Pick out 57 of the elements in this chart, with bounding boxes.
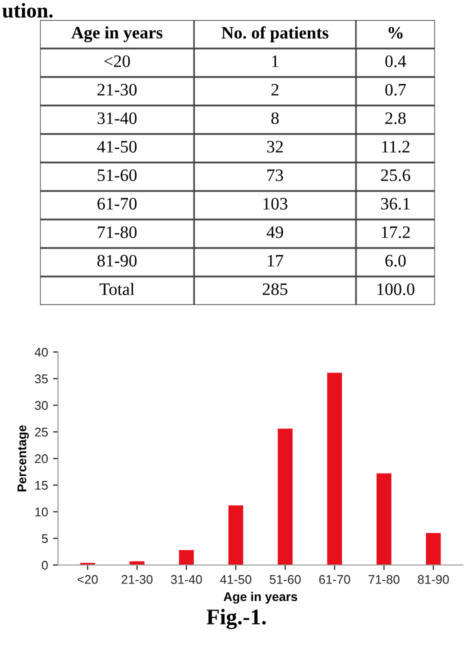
y-tick-label: 35 [34, 374, 48, 384]
y-tick-label: 25 [35, 428, 48, 437]
y-axis-title: Percentage [18, 425, 29, 492]
bar [179, 550, 194, 565]
category-label: 41-50 [97, 140, 137, 153]
legend-label: No. of patients [222, 26, 328, 42]
category-label: 71-80 [98, 226, 137, 238]
data-label: 285 [262, 283, 288, 296]
bar [278, 428, 293, 565]
x-tick-label: 71-80 [368, 575, 400, 584]
category-label: 31-40 [98, 112, 137, 124]
data-label: 49 [266, 226, 283, 238]
data-label: 100.0 [377, 283, 414, 296]
data-label: 0.7 [385, 84, 406, 96]
text: % [388, 26, 403, 39]
data-label: 6.0 [385, 254, 406, 267]
data-label: 17 [268, 254, 284, 266]
bar [376, 473, 392, 565]
x-tick-label: 51-60 [270, 575, 301, 584]
y-tick-label: 40 [34, 348, 48, 357]
category-label: 51-60 [98, 169, 137, 182]
y-tick-label: 0 [42, 560, 48, 570]
x-tick-label: 61-70 [319, 575, 350, 584]
y-tick-label: 15 [35, 481, 48, 490]
y-tick-label: 20 [35, 454, 48, 464]
x-tick-label: 81-90 [418, 575, 449, 584]
x-tick-label: 41-50 [220, 575, 252, 584]
x-tick-label: 31-40 [170, 575, 202, 584]
bar [426, 533, 441, 565]
data-label: 1 [272, 55, 278, 67]
bar [327, 372, 342, 565]
y-tick-label: 30 [34, 401, 48, 410]
x-axis-title: Age in years [224, 592, 298, 604]
category-label: 61-70 [98, 198, 137, 210]
y-tick-label: 5 [42, 534, 48, 544]
data-label: 2.8 [385, 112, 406, 124]
data-label: 36.1 [381, 198, 410, 210]
data-label: 17.2 [382, 226, 410, 238]
data-label: 32 [267, 140, 283, 153]
data-label: 11.2 [382, 140, 410, 153]
category-label: Total [100, 282, 134, 296]
data-label: 2 [271, 84, 278, 96]
data-label: 73 [267, 169, 284, 182]
x-tick-label: <20 [78, 575, 98, 584]
data-label: 0.4 [385, 55, 406, 68]
x-tick-label: 21-30 [122, 575, 153, 584]
category-label: <20 [104, 55, 130, 68]
text: ution. [2, 3, 53, 18]
category-label: 21-30 [98, 84, 137, 96]
bar [228, 505, 244, 565]
data-label: 103 [264, 198, 288, 210]
text: Fig.-1. [206, 608, 266, 630]
data-label: 25.6 [381, 169, 410, 182]
data-label: 8 [271, 112, 279, 124]
text: Age in years [71, 26, 162, 42]
y-tick-label: 10 [35, 508, 48, 516]
category-label: 81-90 [97, 254, 137, 267]
